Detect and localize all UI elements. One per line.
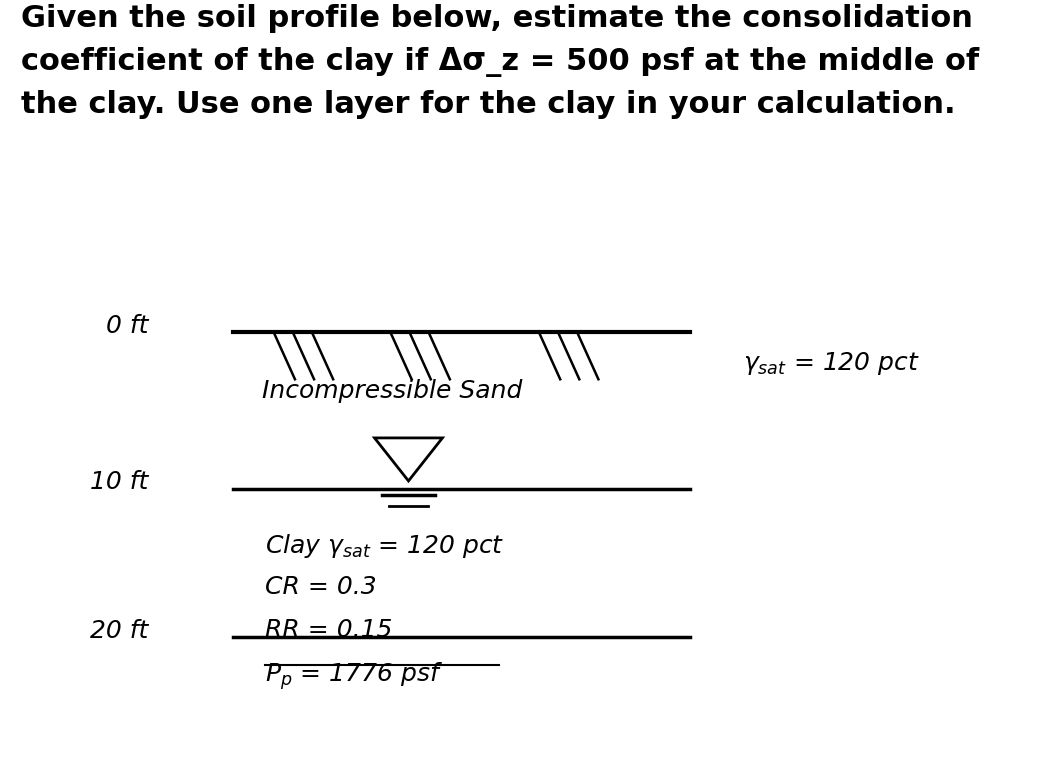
Text: CR = 0.3: CR = 0.3 (265, 575, 377, 599)
Text: $P_p$ = 1776 psf: $P_p$ = 1776 psf (265, 661, 443, 693)
Text: RR = 0.15: RR = 0.15 (265, 618, 393, 642)
Text: $\gamma_{sat}$ = 120 pct: $\gamma_{sat}$ = 120 pct (743, 350, 920, 377)
Text: coefficient of the clay if Δσ_z = 500 psf at the middle of: coefficient of the clay if Δσ_z = 500 ps… (21, 47, 979, 77)
Text: 20 ft: 20 ft (90, 619, 149, 643)
Text: the clay. Use one layer for the clay in your calculation.: the clay. Use one layer for the clay in … (21, 90, 956, 119)
Text: Clay $\gamma_{sat}$ = 120 pct: Clay $\gamma_{sat}$ = 120 pct (265, 532, 505, 560)
Text: Given the soil profile below, estimate the consolidation: Given the soil profile below, estimate t… (21, 4, 973, 33)
Text: Incompressible Sand: Incompressible Sand (262, 379, 523, 404)
Text: 0 ft: 0 ft (106, 314, 149, 338)
Text: 10 ft: 10 ft (90, 471, 149, 494)
